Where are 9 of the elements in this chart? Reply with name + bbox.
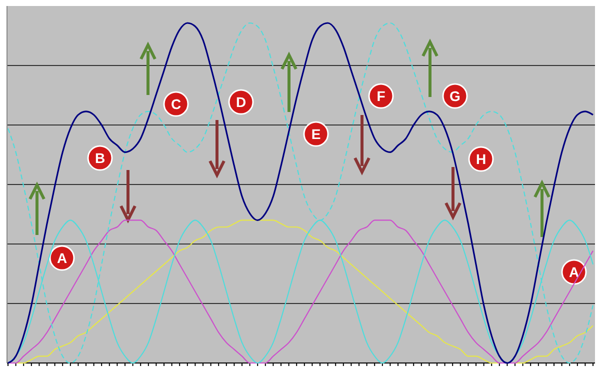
annotation: A (56, 250, 68, 266)
annotation: G (450, 88, 461, 104)
annotation: B (94, 150, 106, 166)
annotation: F (376, 88, 386, 104)
annotation: C (170, 96, 182, 112)
annotation: H (476, 151, 486, 167)
annotation: A (568, 264, 580, 280)
annotation: E (311, 126, 321, 142)
annotation: D (236, 94, 246, 110)
